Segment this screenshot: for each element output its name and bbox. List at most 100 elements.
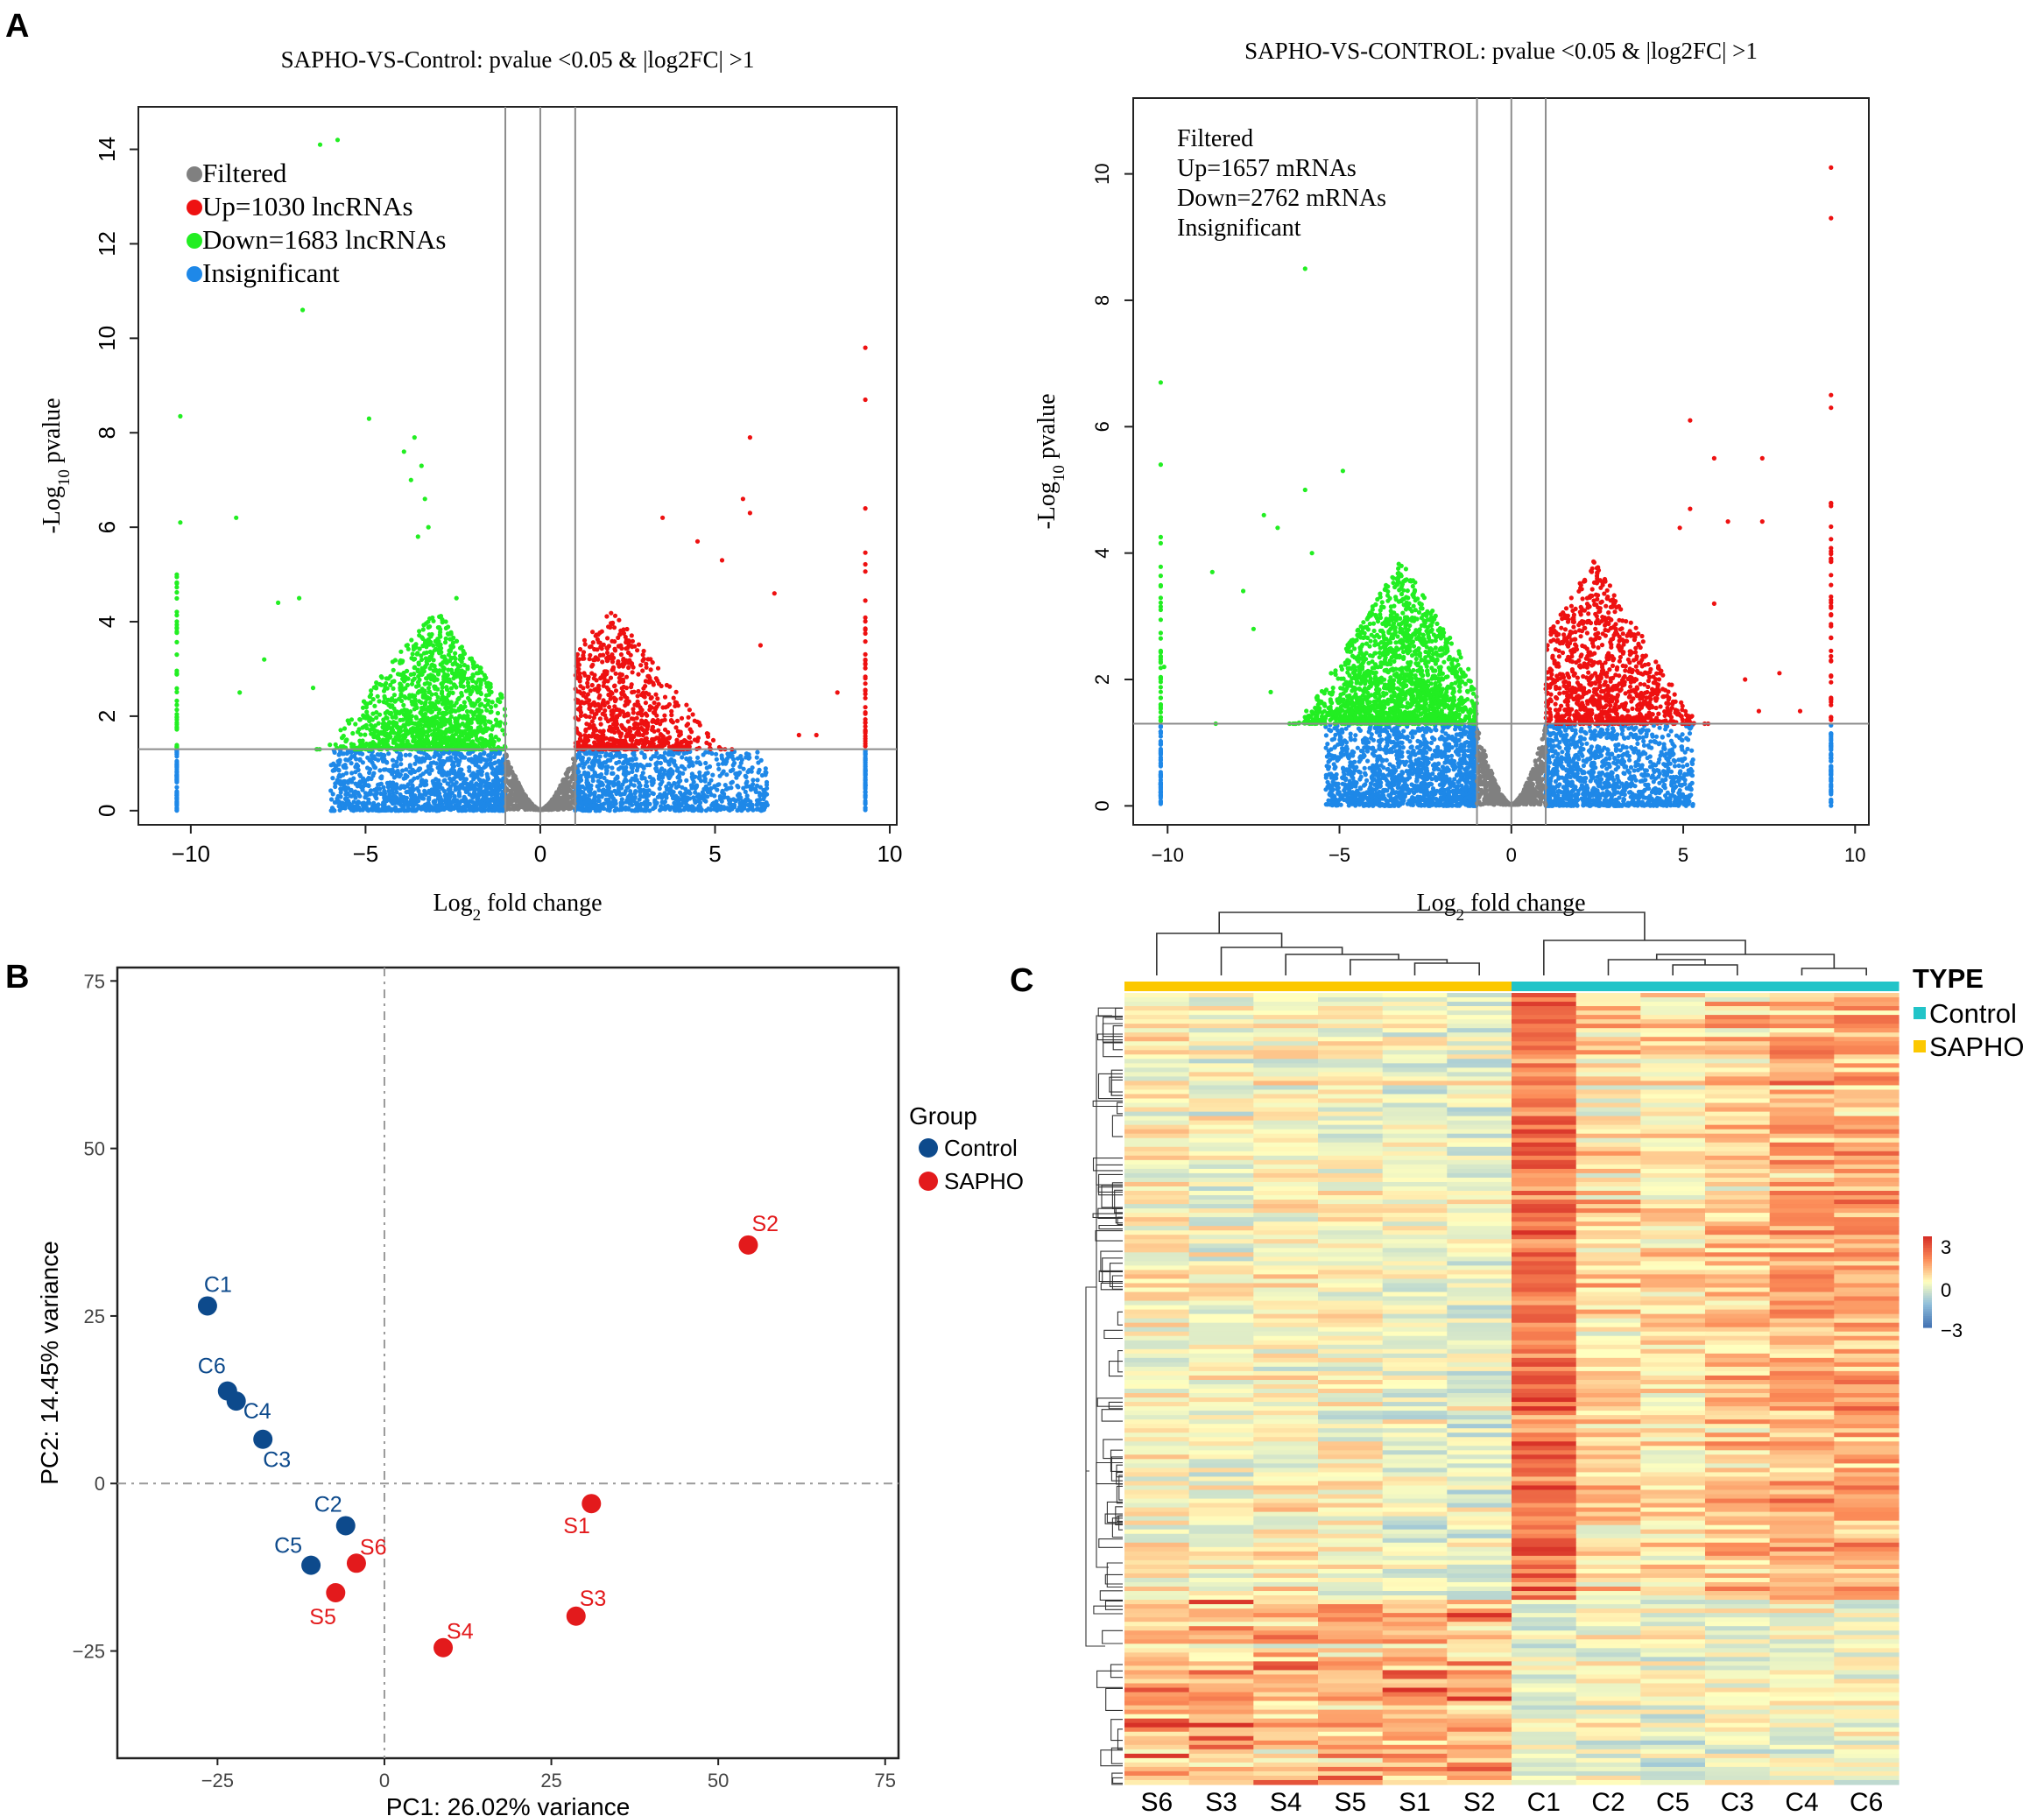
up-point — [679, 739, 684, 745]
down-point — [398, 725, 404, 730]
down-point — [423, 700, 428, 706]
insignificant-point — [701, 752, 706, 757]
down-point — [412, 699, 418, 705]
filtered-point — [505, 799, 511, 805]
insignificant-point — [434, 806, 440, 811]
up-point — [625, 711, 631, 716]
down-point — [370, 717, 375, 722]
down-point — [428, 672, 433, 678]
insignificant-point — [372, 764, 377, 770]
insignificant-point — [644, 808, 649, 813]
down-point — [412, 645, 418, 651]
up-point — [597, 693, 603, 698]
down-point — [392, 720, 398, 726]
insignificant-point — [587, 792, 592, 798]
insignificant-point — [724, 757, 729, 762]
insignificant-point — [710, 801, 715, 806]
insignificant-point — [719, 756, 725, 761]
insignificant-point — [345, 802, 350, 807]
insignificant-point — [751, 778, 756, 783]
down-point — [399, 708, 405, 714]
insignificant-point — [739, 757, 744, 763]
insignificant-point — [722, 805, 727, 810]
insignificant-point — [681, 807, 687, 813]
insignificant-point — [617, 759, 622, 764]
x-axis-label-rest: fold change — [481, 890, 602, 917]
up-point — [591, 743, 597, 750]
down-point — [365, 742, 370, 747]
insignificant-point — [684, 756, 689, 762]
up-point — [582, 713, 588, 718]
insignificant-point — [584, 807, 590, 813]
insignificant-point — [662, 750, 668, 756]
up-point — [630, 690, 635, 695]
insignificant-point — [638, 793, 643, 799]
down-point — [412, 721, 418, 727]
insignificant-point — [488, 757, 493, 762]
down-point — [374, 710, 379, 715]
insignificant-point — [756, 798, 761, 803]
up-point — [687, 735, 693, 740]
up-point — [621, 630, 627, 637]
down-point — [414, 705, 419, 711]
insignificant-point — [580, 761, 585, 766]
insignificant-point — [630, 808, 635, 813]
insignificant-point — [651, 791, 656, 797]
up-point — [610, 638, 615, 644]
up-point — [678, 729, 683, 735]
insignificant-point — [625, 794, 631, 800]
insignificant-point — [369, 776, 374, 782]
up-point — [590, 630, 596, 635]
down-point — [470, 673, 476, 679]
insignificant-point — [355, 800, 360, 806]
chart-title: SAPHO-VS-Control: pvalue <0.05 & |log2FC… — [281, 46, 755, 73]
insignificant-point — [477, 752, 483, 757]
filtered-point — [509, 770, 514, 775]
insignificant-point — [360, 787, 365, 792]
insignificant-point — [455, 785, 462, 790]
down-point — [391, 740, 396, 745]
insignificant-point — [651, 780, 656, 785]
insignificant-point — [478, 782, 483, 787]
insignificant-point — [362, 782, 367, 788]
up-point — [605, 700, 610, 705]
insignificant-point — [590, 778, 596, 784]
panel-label-b: B — [5, 959, 29, 996]
insignificant-point — [694, 794, 700, 799]
insignificant-point — [367, 770, 372, 776]
up-point — [631, 716, 637, 721]
down-point — [381, 688, 387, 693]
down-point — [413, 714, 419, 720]
insignificant-point — [451, 761, 456, 766]
insignificant-point — [703, 771, 708, 777]
insignificant-point — [744, 784, 750, 789]
insignificant-point — [676, 750, 681, 757]
up-point — [587, 644, 593, 650]
down-point — [342, 726, 348, 731]
down-point — [471, 660, 476, 665]
insignificant-point — [698, 800, 703, 806]
insignificant-point — [349, 771, 355, 776]
insignificant-point — [755, 778, 760, 783]
down-point — [459, 690, 464, 696]
insignificant-point — [701, 798, 707, 803]
insignificant-point — [450, 770, 455, 776]
insignificant-point — [716, 766, 722, 771]
down-point — [490, 700, 495, 705]
down-point — [455, 697, 461, 702]
insignificant-point — [658, 754, 663, 759]
down-point — [471, 742, 476, 747]
insignificant-point — [365, 755, 370, 760]
y-tick-label: 6 — [94, 521, 120, 533]
up-point — [645, 727, 650, 732]
insignificant-point — [333, 781, 338, 786]
insignificant-point — [723, 786, 729, 792]
insignificant-point — [331, 808, 336, 813]
insignificant-point — [610, 771, 615, 777]
down-point — [391, 693, 397, 698]
up-point — [578, 705, 583, 710]
down-point — [444, 707, 449, 712]
insignificant-point — [394, 759, 399, 764]
